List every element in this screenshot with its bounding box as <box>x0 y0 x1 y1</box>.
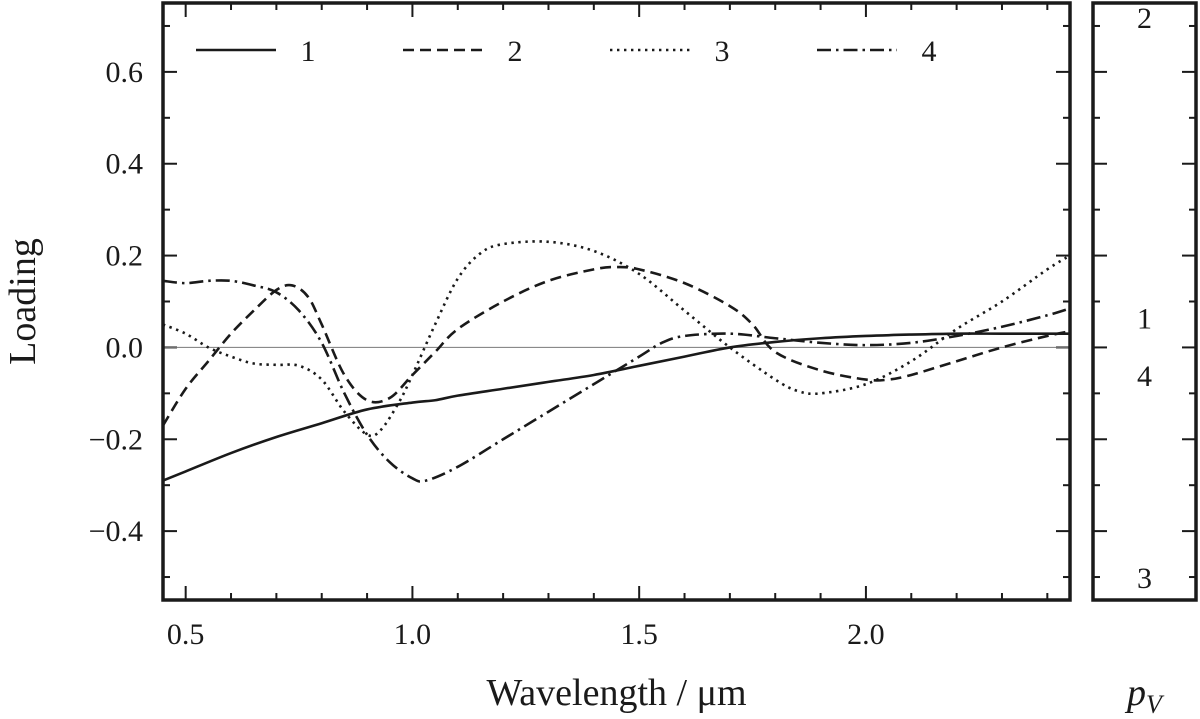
y-tick-label: −0.4 <box>89 515 143 548</box>
x-tick-label: 1.0 <box>394 618 432 651</box>
legend-label-4: 4 <box>922 35 937 68</box>
side-panel-x-axis-label: pV <box>1124 672 1165 719</box>
y-tick-label: −0.2 <box>89 423 143 456</box>
series-lines <box>161 240 1071 483</box>
side-panel: 2 1 4 3 <box>1091 1 1198 602</box>
legend-label-3: 3 <box>715 35 730 68</box>
y-axis-label: Loading <box>2 238 44 365</box>
main-plot: 0.5 1.0 1.5 2.0 −0.4 −0.2 0.0 0.2 0.4 0.6 1 2 3 4 <box>89 1 1072 651</box>
x-axis-label: Wavelength / μm <box>486 672 746 714</box>
x-tick-label: 1.5 <box>620 618 658 651</box>
side-x-label-subscript: V <box>1146 690 1165 719</box>
main-plot-frame <box>161 1 1072 602</box>
legend-label-2: 2 <box>508 35 523 68</box>
y-tick-label: 0.0 <box>106 331 144 364</box>
side-panel-markers: 2 1 4 3 <box>1137 2 1152 595</box>
side-panel-frame <box>1091 1 1198 602</box>
side-panel-ticks <box>1093 24 1196 579</box>
series-line-4 <box>162 279 1071 483</box>
legend-label-1: 1 <box>301 35 316 68</box>
side-marker-3: 3 <box>1137 562 1152 595</box>
x-tick-label: 0.5 <box>167 618 205 651</box>
side-marker-4: 4 <box>1137 360 1152 393</box>
series-line-2 <box>161 265 1071 427</box>
side-x-label-main: p <box>1124 672 1146 714</box>
side-marker-1: 1 <box>1137 303 1152 336</box>
main-axis-ticks <box>163 3 1070 600</box>
legend: 1 2 3 4 <box>196 35 937 68</box>
y-tick-label: 0.4 <box>106 148 144 181</box>
series-line-1 <box>162 332 1070 482</box>
y-tick-label: 0.6 <box>106 56 144 89</box>
x-tick-label: 2.0 <box>847 618 885 651</box>
y-tick-label: 0.2 <box>106 240 144 273</box>
main-axis-tick-labels: 0.5 1.0 1.5 2.0 −0.4 −0.2 0.0 0.2 0.4 0.6 <box>89 56 885 651</box>
side-marker-2: 2 <box>1137 2 1152 35</box>
series-line-3 <box>162 240 1071 438</box>
